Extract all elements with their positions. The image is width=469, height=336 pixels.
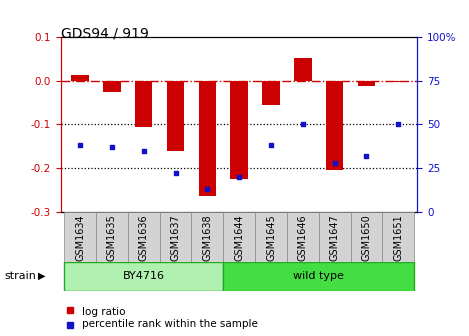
Bar (159, 212, 191, 262)
Bar (223, 212, 255, 262)
Bar (223, 262, 414, 291)
Text: GSM1644: GSM1644 (234, 214, 244, 261)
Text: GSM1645: GSM1645 (266, 214, 276, 261)
Text: GSM1646: GSM1646 (298, 214, 308, 261)
Text: GSM1637: GSM1637 (171, 214, 181, 261)
Bar (350, 212, 382, 262)
Bar (71, 75, 89, 81)
Bar (64, 262, 223, 291)
Text: strain: strain (5, 271, 37, 281)
Text: log ratio: log ratio (82, 307, 126, 317)
Point (394, 122, 402, 127)
Bar (191, 212, 223, 262)
Bar (96, 212, 128, 262)
Bar (198, 81, 216, 197)
Bar (319, 212, 350, 262)
Bar (167, 81, 184, 151)
Point (299, 122, 307, 127)
Point (331, 160, 339, 165)
Point (108, 144, 116, 150)
Text: ▶: ▶ (38, 271, 45, 281)
Text: percentile rank within the sample: percentile rank within the sample (82, 319, 258, 329)
Bar (294, 58, 311, 81)
Point (172, 171, 179, 176)
Bar (287, 212, 319, 262)
Bar (262, 81, 280, 105)
Bar (255, 212, 287, 262)
Point (363, 153, 370, 159)
Text: GSM1650: GSM1650 (362, 214, 371, 261)
Bar (230, 81, 248, 179)
Point (140, 148, 147, 153)
Text: GDS94 / 919: GDS94 / 919 (61, 27, 149, 41)
Text: GSM1647: GSM1647 (330, 214, 340, 261)
Text: wild type: wild type (293, 271, 344, 281)
Point (204, 186, 211, 192)
Bar (358, 81, 375, 86)
Point (76, 142, 84, 148)
Bar (103, 81, 121, 92)
Bar (382, 212, 414, 262)
Text: GSM1636: GSM1636 (139, 214, 149, 261)
Text: GSM1634: GSM1634 (75, 214, 85, 261)
Bar (326, 81, 343, 170)
Text: BY4716: BY4716 (123, 271, 165, 281)
Bar (128, 212, 159, 262)
Point (235, 174, 243, 179)
Bar (390, 81, 407, 82)
Point (267, 142, 275, 148)
Bar (135, 81, 152, 127)
Bar (64, 212, 96, 262)
Text: GSM1638: GSM1638 (202, 214, 212, 261)
Text: GSM1635: GSM1635 (107, 214, 117, 261)
Text: GSM1651: GSM1651 (393, 214, 403, 261)
